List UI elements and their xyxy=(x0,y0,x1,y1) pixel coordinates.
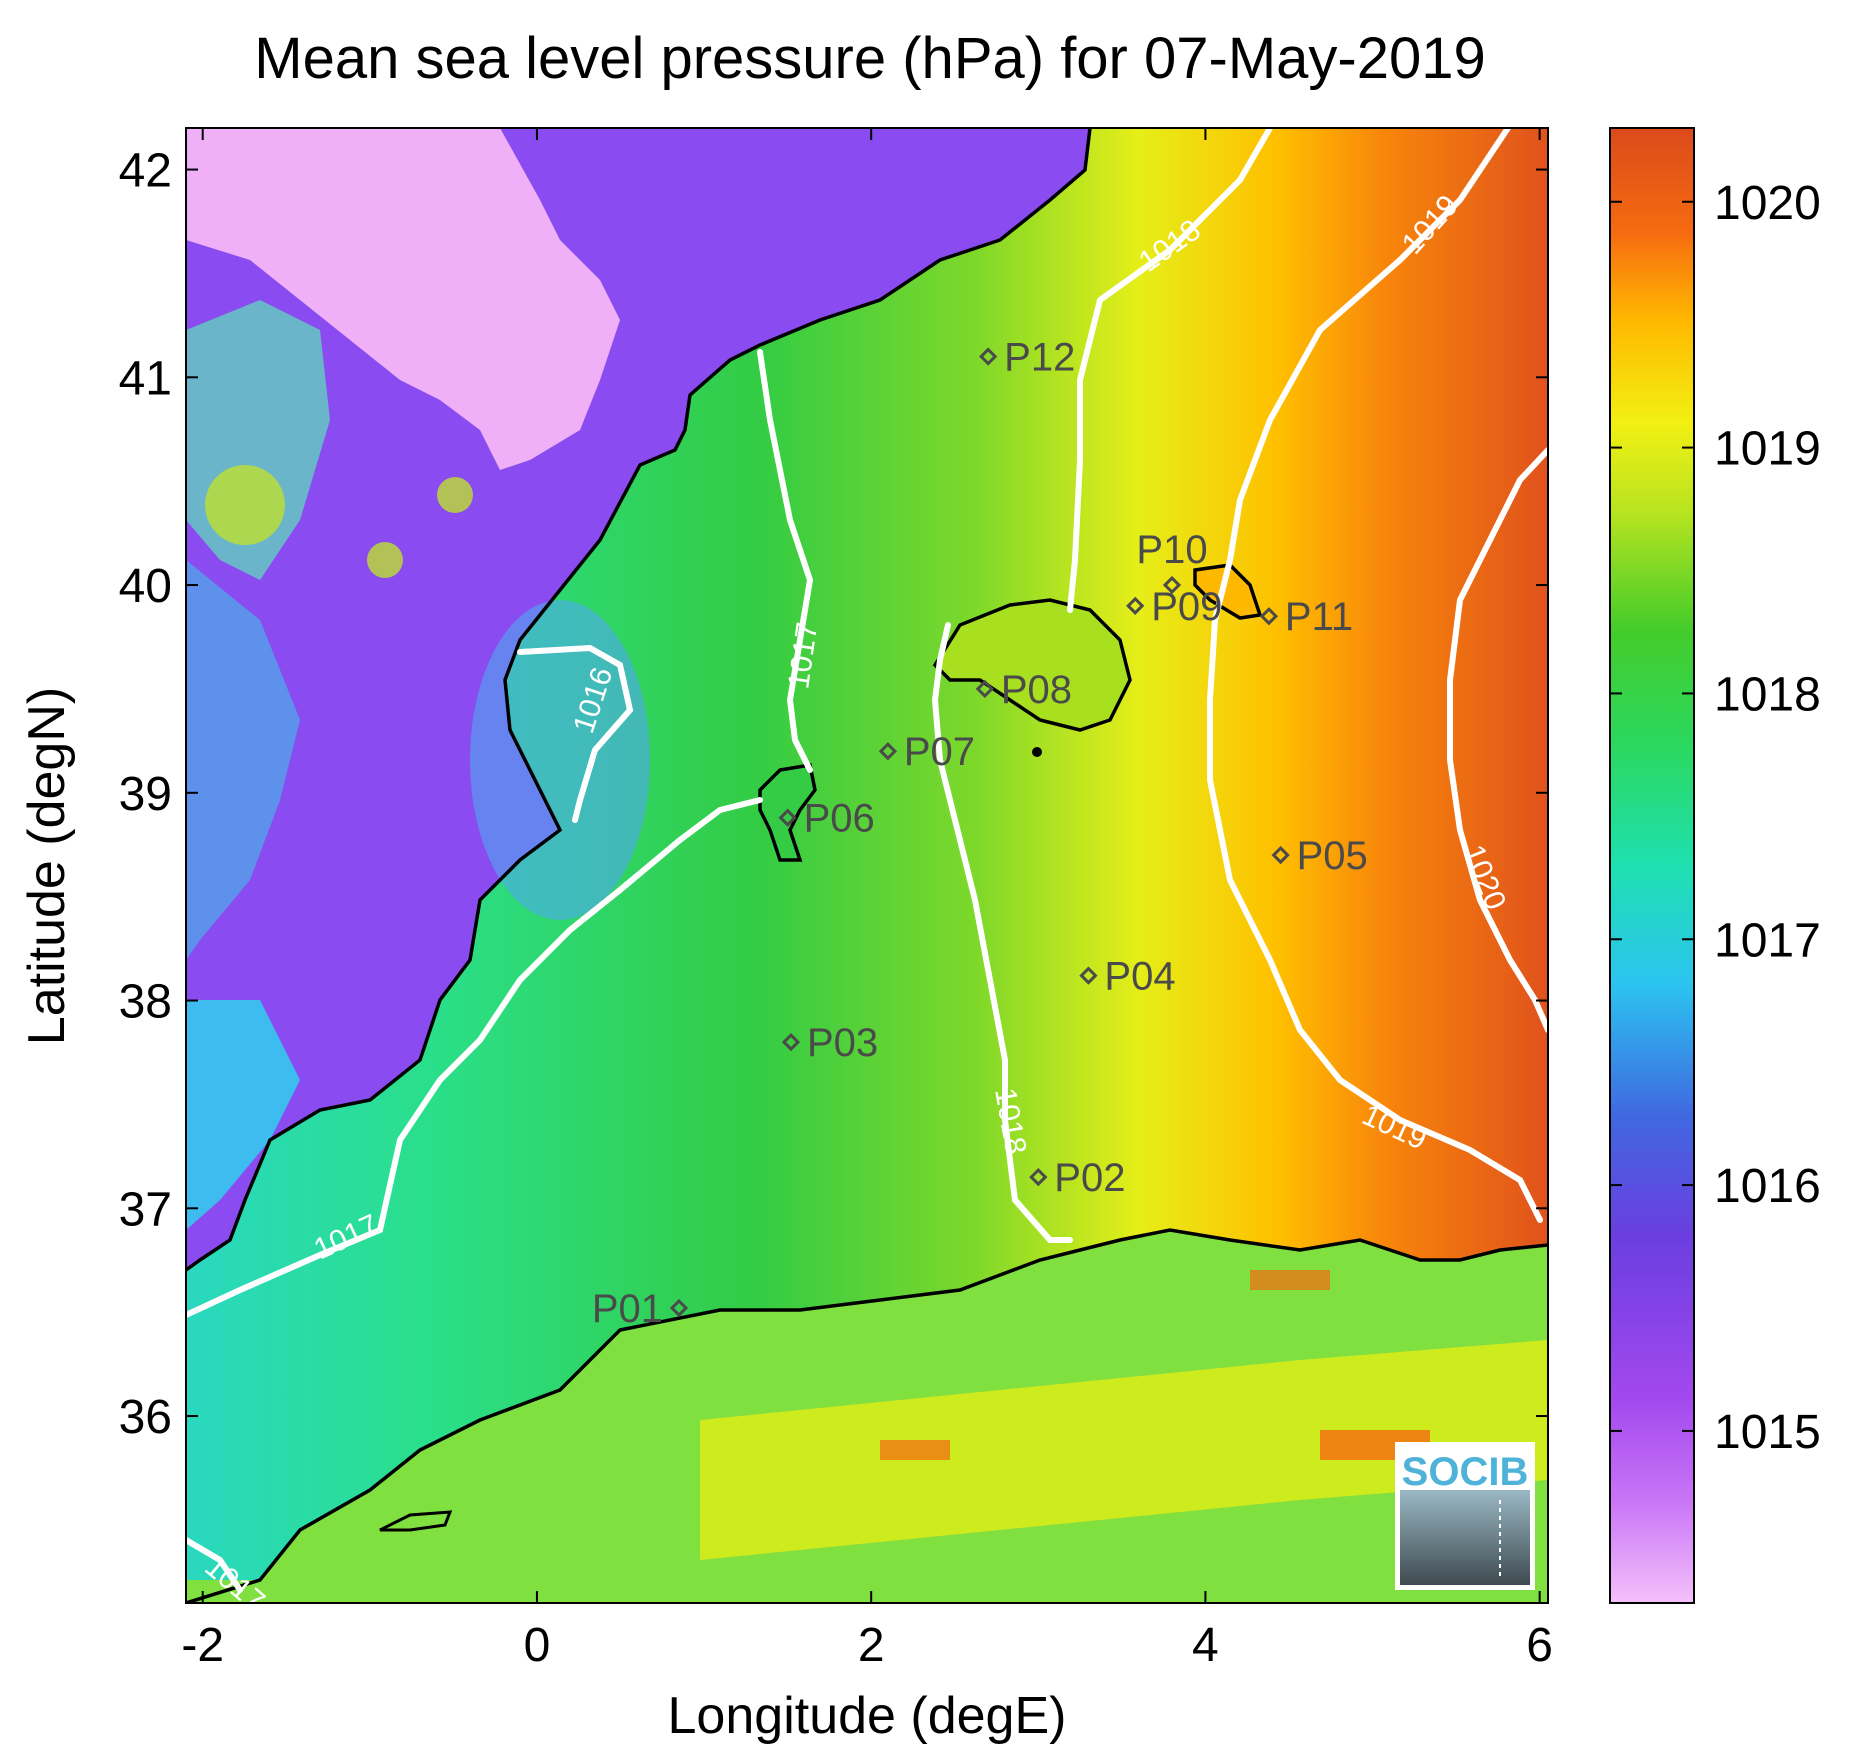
station-marker xyxy=(1271,845,1290,865)
cabrera xyxy=(1032,747,1042,757)
logo-image xyxy=(1400,1490,1530,1585)
plot-frame xyxy=(185,127,1549,1604)
x-tick-label: -2 xyxy=(181,1619,224,1672)
low-pressure-center xyxy=(470,600,650,920)
colorbar: 1015 1016 1017 1018 1019 1020 xyxy=(1609,127,1821,1604)
y-tick-label: 42 xyxy=(119,145,172,198)
station-label: P02 xyxy=(1054,1156,1125,1200)
iberia-coastline xyxy=(186,128,1092,1272)
station-label: P12 xyxy=(1004,336,1075,380)
colorbar-ticks: 1015 1016 1017 1018 1019 1020 xyxy=(1610,177,1821,1459)
x-axis-label: Longitude (degE) xyxy=(668,1687,1067,1745)
station-p02[interactable]: P02 xyxy=(1029,1156,1125,1200)
contour-1016 xyxy=(517,644,634,823)
contour-1018-north xyxy=(1067,128,1273,613)
colorbar-frame xyxy=(1609,127,1695,1604)
station-p12[interactable]: P12 xyxy=(979,336,1075,380)
station-p10[interactable]: P10 xyxy=(1136,528,1208,595)
station-p07[interactable]: P07 xyxy=(878,730,975,774)
iberia-mountains-2 xyxy=(186,560,300,960)
station-label: P07 xyxy=(904,730,975,774)
station-p06[interactable]: P06 xyxy=(778,797,875,841)
station-p05[interactable]: P05 xyxy=(1271,834,1368,878)
colorbar-tick-label: 1016 xyxy=(1714,1160,1821,1213)
iberia-mountains-3 xyxy=(186,1000,300,1230)
colorbar-tick-label: 1017 xyxy=(1714,914,1821,967)
y-tick-label: 40 xyxy=(119,560,172,613)
station-marker xyxy=(781,1032,801,1052)
y-tick-label: 36 xyxy=(119,1391,172,1444)
station-label: P05 xyxy=(1297,834,1368,878)
y-tick-label: 39 xyxy=(119,768,172,821)
station-p11[interactable]: P11 xyxy=(1259,595,1353,639)
station-label: P03 xyxy=(807,1021,878,1065)
contour-1017-sw xyxy=(186,1537,243,1593)
x-tick-label: 6 xyxy=(1526,1619,1553,1672)
logo-text: SOCIB xyxy=(1402,1450,1529,1494)
africa-peak-2 xyxy=(1250,1270,1330,1290)
station-p01[interactable]: P01 xyxy=(592,1287,689,1331)
station-marker xyxy=(778,808,797,827)
station-marker xyxy=(878,742,898,761)
africa-hot-spots xyxy=(700,1340,1548,1560)
iberia-peak-1 xyxy=(205,465,285,545)
x-tick-label: 0 xyxy=(524,1619,551,1672)
colorbar-tick-label: 1020 xyxy=(1714,177,1821,230)
iberia-peak-3 xyxy=(437,477,473,513)
contour-1020 xyxy=(1447,447,1548,1033)
contour-1019 xyxy=(1207,128,1543,1223)
station-p04[interactable]: P04 xyxy=(1079,955,1176,999)
station-label: P04 xyxy=(1104,955,1175,999)
iberia-land xyxy=(186,128,1090,1270)
station-marker xyxy=(1259,607,1279,626)
y-tick-label: 38 xyxy=(119,976,172,1029)
contour-1018-south xyxy=(931,622,1073,1243)
y-axis-label: Latitude (degN) xyxy=(18,687,76,1045)
iberia-peak-2 xyxy=(367,542,403,578)
chart-title: Mean sea level pressure (hPa) for 07-May… xyxy=(254,26,1485,91)
station-marker xyxy=(669,1298,689,1318)
contour-lines xyxy=(186,128,1548,1593)
station-marker xyxy=(1079,966,1098,985)
y-tick-label: 37 xyxy=(119,1183,172,1236)
contour-1017-west xyxy=(186,797,763,1318)
station-p08[interactable]: P08 xyxy=(975,668,1072,712)
station-label: P06 xyxy=(804,797,875,841)
colorbar-tick-label: 1015 xyxy=(1714,1406,1821,1459)
station-marker xyxy=(1162,575,1182,595)
socib-logo: SOCIB xyxy=(1395,1442,1535,1590)
map-plot-area: 1016 1017 1017 1017 1018 1018 1019 1019 … xyxy=(186,128,1548,1603)
stations-layer: P01 P02 P03 P04 P05 P06 P07 P08 P09 P10 P11 P12 xyxy=(592,336,1368,1331)
station-marker xyxy=(979,347,998,366)
africa-coastline xyxy=(186,1228,1548,1603)
africa-peak-3 xyxy=(880,1440,950,1460)
station-label: P10 xyxy=(1136,528,1207,572)
station-label: P11 xyxy=(1285,595,1353,639)
x-axis: -2 0 2 4 6 xyxy=(181,128,1553,1672)
station-label: P09 xyxy=(1151,585,1222,629)
y-axis: 36 37 38 39 40 41 42 xyxy=(119,145,1548,1444)
x-tick-label: 2 xyxy=(858,1619,885,1672)
station-marker xyxy=(1126,596,1145,615)
iberia-highland xyxy=(186,128,620,470)
colorbar-fill xyxy=(1610,128,1694,1603)
station-p03[interactable]: P03 xyxy=(781,1021,878,1065)
colorbar-tick-label: 1019 xyxy=(1714,423,1821,476)
colorbar-tick-label: 1018 xyxy=(1714,668,1821,721)
y-tick-label: 41 xyxy=(119,352,172,405)
contour-1017-north xyxy=(757,349,814,773)
station-label: P01 xyxy=(592,1287,663,1331)
menorca xyxy=(1193,563,1263,620)
station-marker xyxy=(975,679,994,699)
alboran-island xyxy=(379,1510,453,1532)
station-p09[interactable]: P09 xyxy=(1126,585,1222,629)
station-label: P08 xyxy=(1001,668,1072,712)
station-marker xyxy=(1029,1167,1048,1187)
x-tick-label: 4 xyxy=(1192,1619,1219,1672)
